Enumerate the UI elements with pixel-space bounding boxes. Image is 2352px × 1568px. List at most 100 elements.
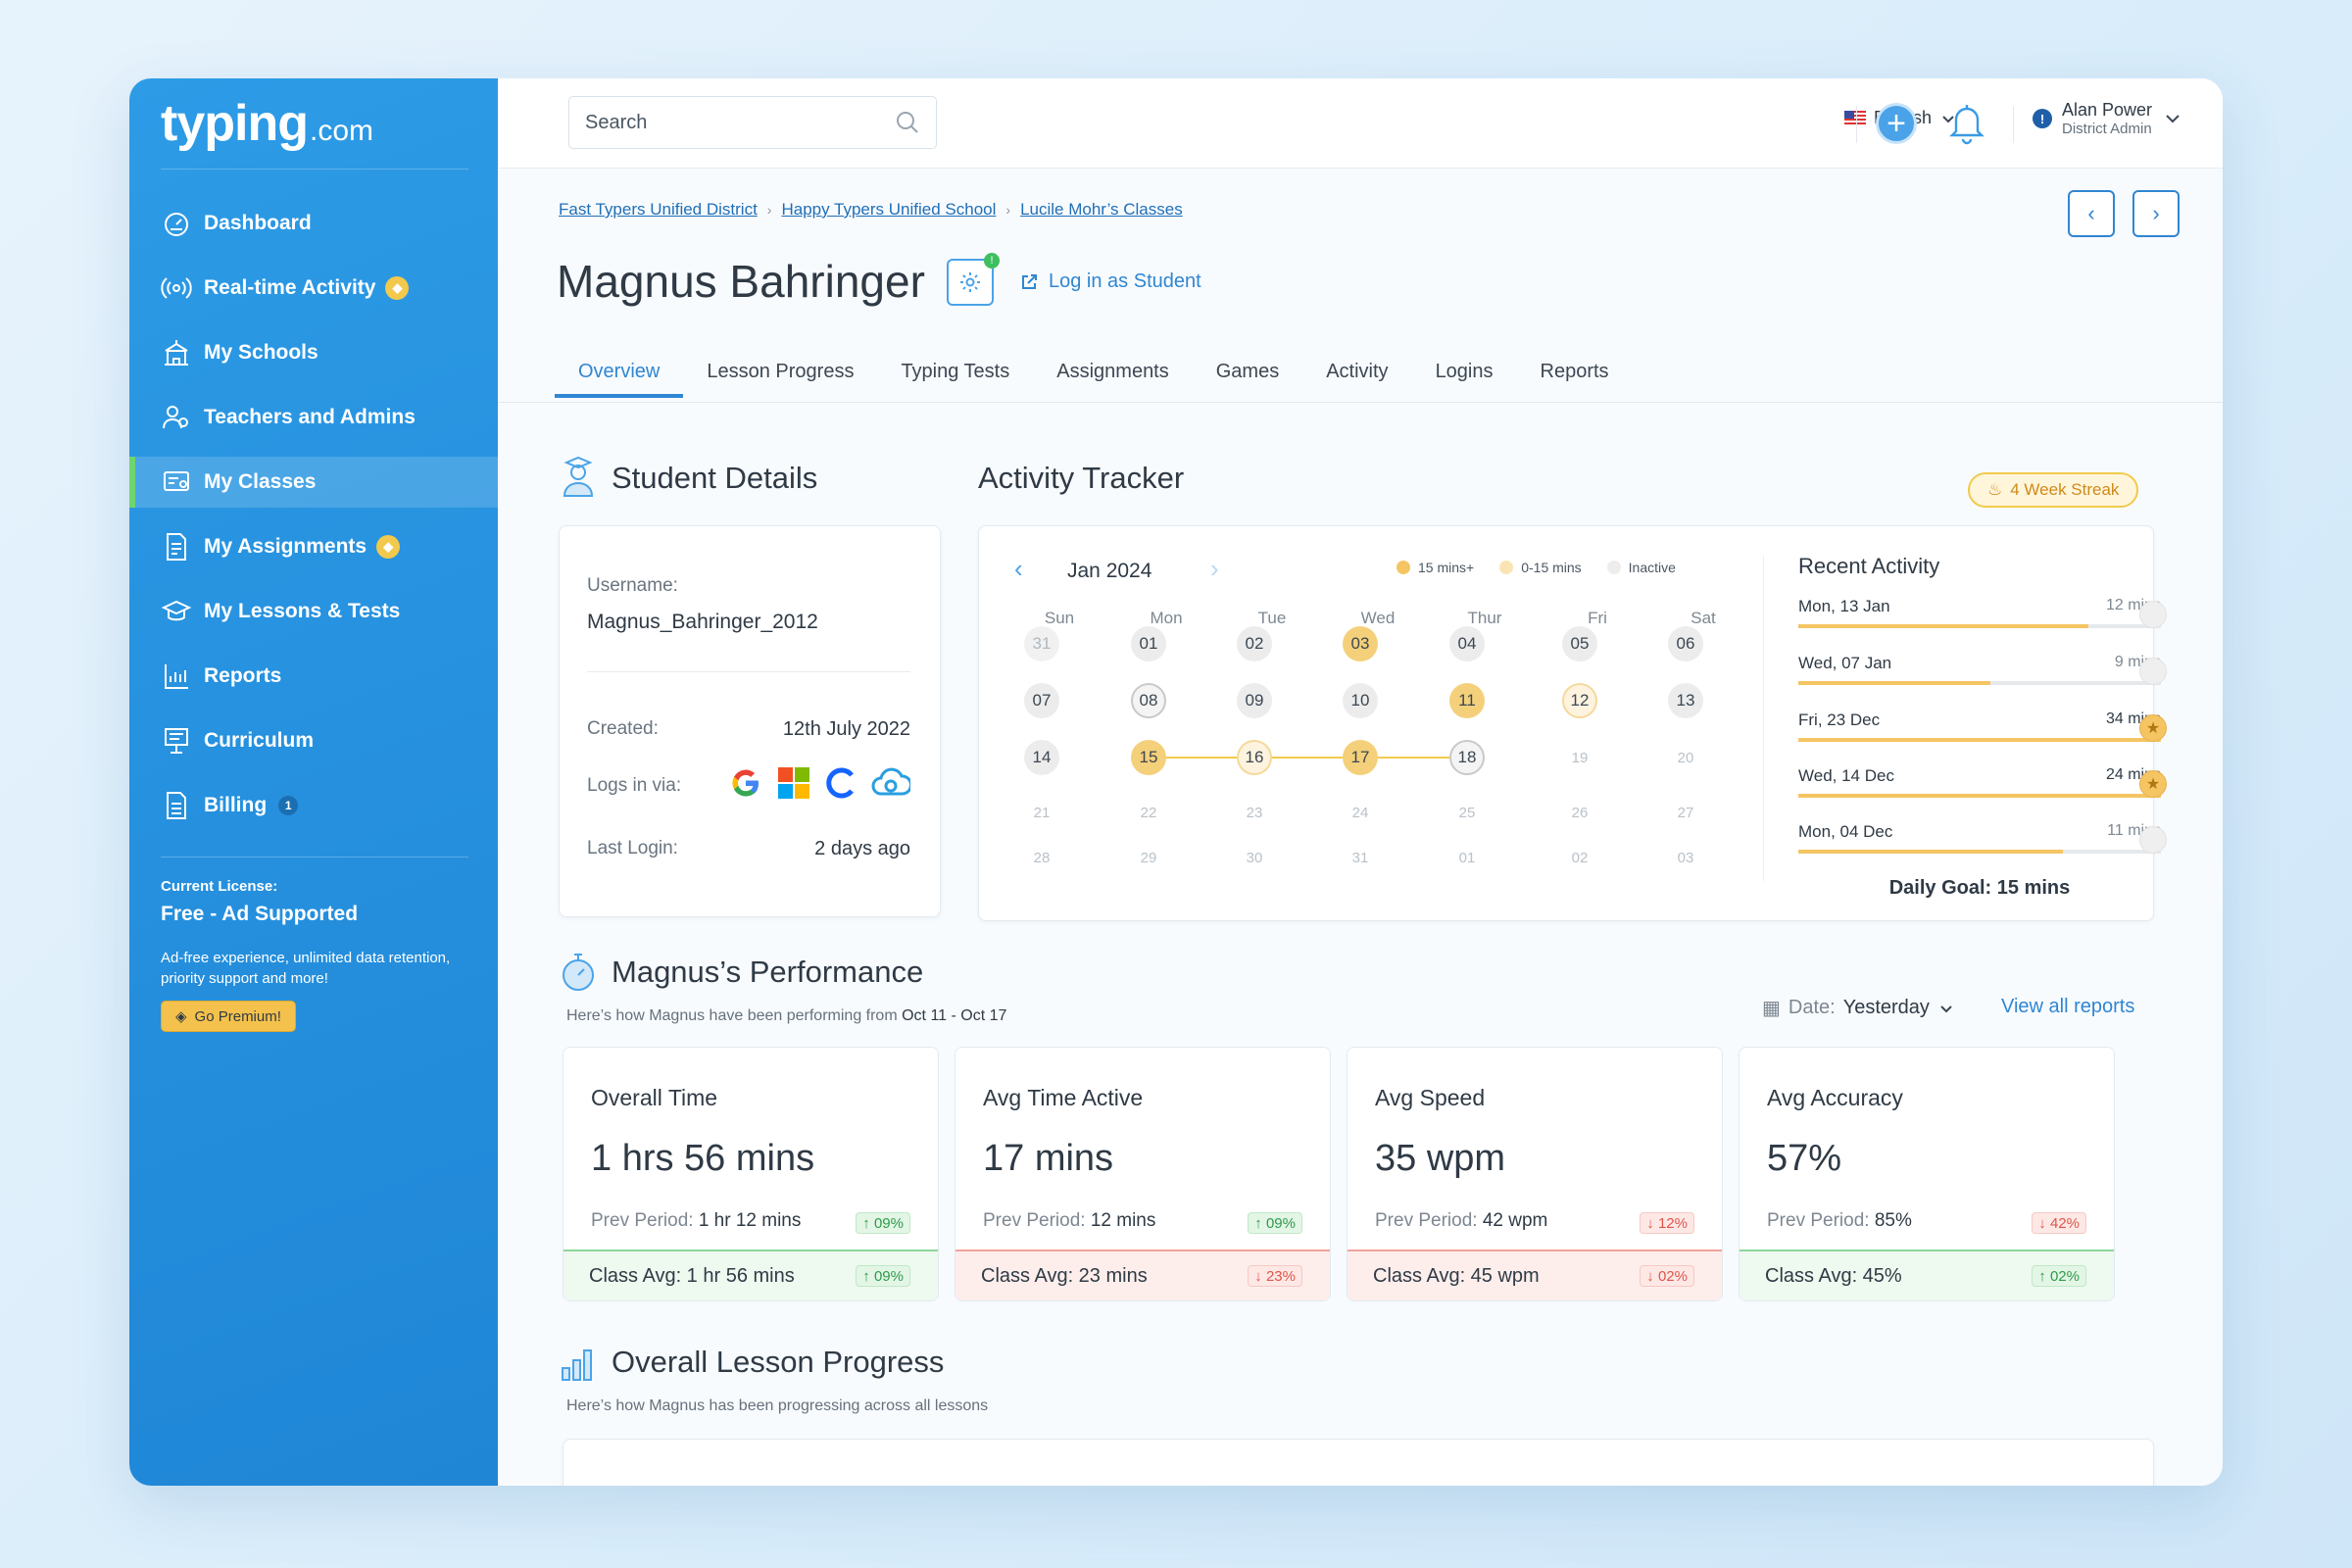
calendar-day[interactable]: 03 — [1677, 849, 1694, 866]
sidebar-item-my-lessons-tests[interactable]: My Lessons & Tests — [129, 586, 498, 637]
weekday-header: Fri — [1588, 609, 1607, 627]
calendar-day[interactable]: 31 — [1024, 626, 1059, 662]
calendar-day[interactable]: 12 — [1562, 683, 1597, 718]
sidebar-item-billing[interactable]: Billing 1 — [129, 780, 498, 831]
chevron-left-icon: ‹ — [2087, 201, 2095, 225]
calendar-day[interactable]: 10 — [1343, 683, 1378, 718]
calendar-day[interactable]: 01 — [1131, 626, 1166, 662]
class-change-chip: ↑ 09% — [856, 1265, 910, 1287]
sidebar: typing .com Dashboard Real-time Activity … — [129, 78, 498, 1486]
calendar-day[interactable]: 30 — [1246, 849, 1263, 866]
star-icon: ★ — [2139, 714, 2167, 742]
add-button[interactable]: + — [1876, 103, 1917, 144]
sidebar-item-realtime-activity[interactable]: Real-time Activity ◆ — [129, 263, 498, 314]
chevron-down-icon — [1940, 1004, 1952, 1012]
logo[interactable]: typing .com — [161, 94, 373, 165]
sidebar-item-label: My Lessons & Tests — [204, 600, 401, 622]
breadcrumb-school[interactable]: Happy Typers Unified School — [781, 200, 997, 219]
sidebar-nav: Dashboard Real-time Activity ◆ My School… — [129, 198, 498, 845]
calendar-day[interactable]: 16 — [1237, 740, 1272, 775]
calendar-day[interactable]: 09 — [1237, 683, 1272, 718]
calendar-day[interactable]: 13 — [1668, 683, 1703, 718]
breadcrumb-district[interactable]: Fast Typers Unified District — [559, 200, 758, 219]
calendar-day[interactable]: 01 — [1458, 849, 1476, 866]
sidebar-item-label: Reports — [204, 664, 282, 687]
calendar-day[interactable]: 25 — [1458, 804, 1476, 821]
view-all-reports-link[interactable]: View all reports — [2001, 996, 2135, 1017]
calendar-day[interactable]: 22 — [1140, 804, 1157, 821]
calendar-day[interactable]: 06 — [1668, 626, 1703, 662]
calendar-day[interactable]: 04 — [1449, 626, 1485, 662]
previous-button[interactable]: ‹ — [2068, 190, 2115, 237]
calendar-day[interactable]: 20 — [1677, 749, 1694, 766]
go-premium-button[interactable]: ◈ Go Premium! — [161, 1001, 296, 1032]
calendar-day[interactable]: 26 — [1571, 804, 1589, 821]
calendar-day[interactable]: 11 — [1449, 683, 1485, 718]
recent-activity-date: Wed, 14 Dec — [1798, 766, 1894, 785]
calendar-day[interactable]: 27 — [1677, 804, 1694, 821]
recent-activity-bar — [1798, 850, 2161, 854]
tab-lesson-progress[interactable]: Lesson Progress — [707, 361, 855, 382]
notifications-button[interactable] — [1946, 100, 1987, 150]
user-menu[interactable]: ! Alan Power District Admin — [2033, 100, 2183, 137]
log-in-as-student-link[interactable]: Log in as Student — [1019, 270, 1201, 293]
calendar-day[interactable]: 24 — [1351, 804, 1369, 821]
tab-typing-tests[interactable]: Typing Tests — [901, 361, 1010, 382]
tab-games[interactable]: Games — [1215, 361, 1280, 382]
prev-change-chip: ↓ 12% — [1640, 1212, 1694, 1234]
sidebar-item-my-assignments[interactable]: My Assignments ◆ — [129, 521, 498, 572]
sidebar-item-dashboard[interactable]: Dashboard — [129, 198, 498, 249]
prev-period-label: Prev Period: — [1767, 1210, 1870, 1231]
sidebar-item-reports[interactable]: Reports — [129, 651, 498, 702]
calendar-day[interactable]: 07 — [1024, 683, 1059, 718]
user-name: Alan Power — [2062, 100, 2153, 120]
class-avg-text: Class Avg: 23 mins — [981, 1264, 1148, 1287]
calendar-day[interactable]: 02 — [1571, 849, 1589, 866]
search-input[interactable]: Search — [568, 96, 937, 149]
calendar-day[interactable]: 21 — [1033, 804, 1051, 821]
sidebar-item-my-classes[interactable]: My Classes — [129, 457, 498, 508]
legend-inactive-dot — [1606, 561, 1621, 574]
breadcrumb-classes[interactable]: Lucile Mohr’s Classes — [1020, 200, 1183, 219]
calendar-day[interactable]: 14 — [1024, 740, 1059, 775]
recent-activity-fill — [1798, 738, 2161, 742]
calendar-day[interactable]: 23 — [1246, 804, 1263, 821]
recent-activity-row: Wed, 14 Dec 24 mins — [1798, 766, 2161, 798]
calendar-day[interactable]: 28 — [1033, 849, 1051, 866]
tab-activity[interactable]: Activity — [1326, 361, 1389, 382]
dashboard-icon — [165, 213, 188, 236]
tab-reports[interactable]: Reports — [1540, 361, 1609, 382]
student-settings-button[interactable]: ! — [947, 253, 1000, 306]
calendar-day[interactable]: 03 — [1343, 626, 1378, 662]
calendar-day[interactable]: 31 — [1351, 849, 1369, 866]
tab-logins[interactable]: Logins — [1435, 361, 1494, 382]
sidebar-item-teachers-admins[interactable]: Teachers and Admins — [129, 392, 498, 443]
last-login-value: 2 days ago — [814, 838, 910, 859]
calendar-day[interactable]: 29 — [1140, 849, 1157, 866]
calendar-day[interactable]: 08 — [1131, 683, 1166, 718]
metric-label: Avg Accuracy — [1767, 1085, 1903, 1110]
prev-change-chip: ↑ 09% — [856, 1212, 910, 1234]
calendar-day[interactable]: 19 — [1571, 749, 1589, 766]
next-button[interactable]: › — [2132, 190, 2180, 237]
weekday-header: Thur — [1467, 609, 1502, 627]
next-month-button[interactable]: › — [1210, 554, 1219, 584]
date-filter[interactable]: ▦ Date: Yesterday — [1762, 996, 1955, 1020]
tab-assignments[interactable]: Assignments — [1056, 361, 1169, 382]
calendar-day[interactable]: 18 — [1449, 740, 1485, 775]
metric-label: Overall Time — [591, 1085, 718, 1110]
calendar-day[interactable]: 02 — [1237, 626, 1272, 662]
legend-label: 0-15 mins — [1521, 560, 1582, 575]
metric-card: Avg Accuracy 57% Prev Period: 85% ↓ 42% Clas… — [1739, 1047, 2115, 1301]
chevron-right-icon: › — [2152, 201, 2160, 225]
flame-icon: ♨ — [1987, 480, 2003, 499]
prev-month-button[interactable]: ‹ — [1014, 554, 1023, 584]
calendar-day[interactable]: 15 — [1131, 740, 1166, 775]
tab-overview[interactable]: Overview — [555, 357, 684, 398]
sidebar-item-my-schools[interactable]: My Schools — [129, 327, 498, 378]
calendar-day[interactable]: 17 — [1343, 740, 1378, 775]
calendar-day[interactable]: 05 — [1562, 626, 1597, 662]
google-icon — [732, 769, 759, 797]
recent-activity-bar — [1798, 681, 2161, 685]
sidebar-item-curriculum[interactable]: Curriculum — [129, 715, 498, 766]
